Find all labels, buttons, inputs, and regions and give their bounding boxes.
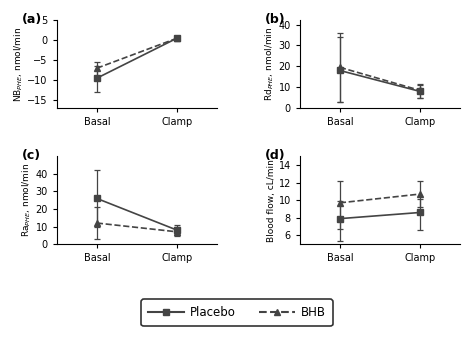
Y-axis label: NB$_{PHE}$, nmol/min: NB$_{PHE}$, nmol/min bbox=[12, 26, 25, 102]
Text: (d): (d) bbox=[264, 149, 285, 162]
Text: (b): (b) bbox=[264, 13, 285, 26]
Text: (c): (c) bbox=[22, 149, 41, 162]
Y-axis label: Rd$_{PHE}$, nmol/min: Rd$_{PHE}$, nmol/min bbox=[263, 27, 276, 101]
Y-axis label: Blood flow, cL/min: Blood flow, cL/min bbox=[267, 159, 276, 242]
Legend: Placebo, BHB: Placebo, BHB bbox=[141, 299, 333, 326]
Text: (a): (a) bbox=[22, 13, 42, 26]
Y-axis label: Ra$_{PHE}$, nmol/min: Ra$_{PHE}$, nmol/min bbox=[20, 163, 33, 237]
